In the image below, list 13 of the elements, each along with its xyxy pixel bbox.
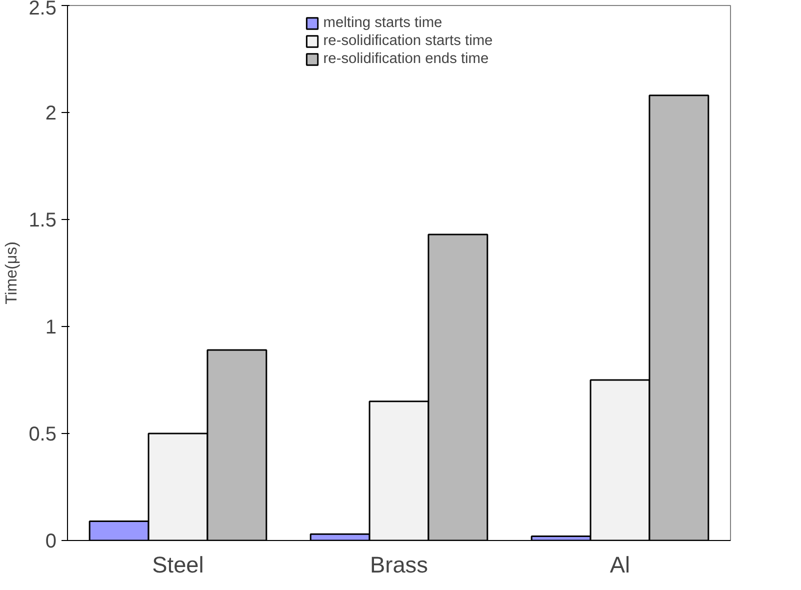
x-tick-label: Al xyxy=(610,552,630,578)
y-tick-label: 0 xyxy=(45,530,56,552)
x-tick-label: Brass xyxy=(370,552,428,578)
y-axis-title: Time(μs) xyxy=(4,242,21,304)
y-tick-label: 2.5 xyxy=(28,0,57,20)
x-tick-label: Steel xyxy=(152,552,204,578)
y-tick-label: 1 xyxy=(45,316,56,338)
legend-label: re-solidification starts time xyxy=(323,33,493,49)
y-tick-label: 1.5 xyxy=(28,210,57,232)
y-tick-label: 0.5 xyxy=(28,424,57,446)
legend-label: melting starts time xyxy=(323,15,442,31)
legend-label: re-solidification ends time xyxy=(323,51,489,67)
y-tick-label: 2 xyxy=(45,102,56,124)
